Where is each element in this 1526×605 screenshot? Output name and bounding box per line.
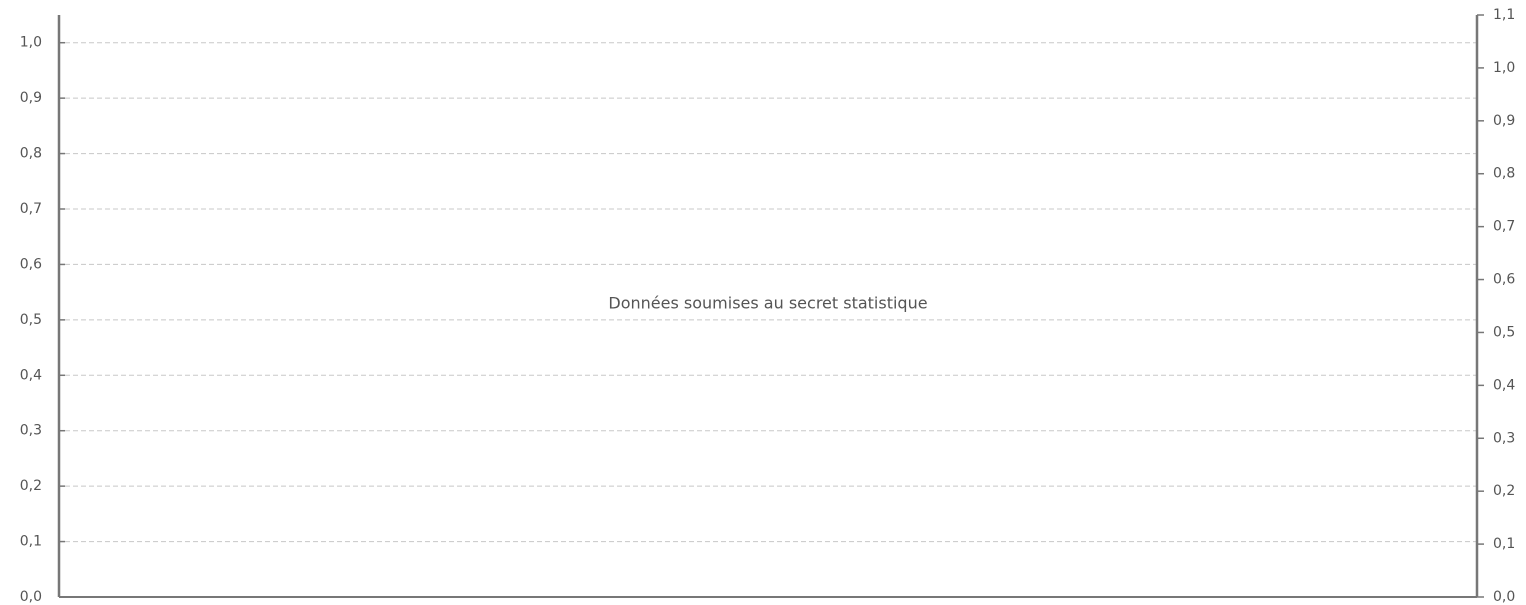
y-tick-label: 0,0 (20, 589, 42, 605)
y2-tick-label: 0,8 (1493, 166, 1515, 182)
y2-tick-label: 0,4 (1493, 377, 1515, 393)
y-tick-label: 0,9 (20, 90, 42, 106)
y-tick-label: 0,4 (20, 367, 42, 383)
y2-tick-label: 1,1 (1493, 7, 1515, 23)
y2-tick-label: 1,0 (1493, 60, 1515, 76)
y-tick-label: 0,7 (20, 201, 42, 217)
y-tick-label: 0,1 (20, 534, 42, 550)
y2-tick-label: 0,0 (1493, 589, 1515, 605)
y2-tick-label: 0,2 (1493, 483, 1515, 499)
y2-tick-label: 0,3 (1493, 430, 1515, 446)
y-tick-label: 0,6 (20, 256, 42, 272)
y-tick-label: 0,5 (20, 312, 42, 328)
y2-tick-label: 0,1 (1493, 536, 1515, 552)
y-tick-label: 0,8 (20, 146, 42, 162)
y-tick-label: 0,3 (20, 423, 42, 439)
y-tick-label: 1,0 (20, 35, 42, 51)
y-tick-label: 0,2 (20, 478, 42, 494)
y2-tick-label: 0,6 (1493, 272, 1515, 288)
y2-tick-label: 0,9 (1493, 113, 1515, 129)
y2-tick-label: 0,5 (1493, 324, 1515, 340)
y2-tick-label: 0,7 (1493, 219, 1515, 235)
annotation: Données soumises au secret statistique (608, 294, 927, 313)
